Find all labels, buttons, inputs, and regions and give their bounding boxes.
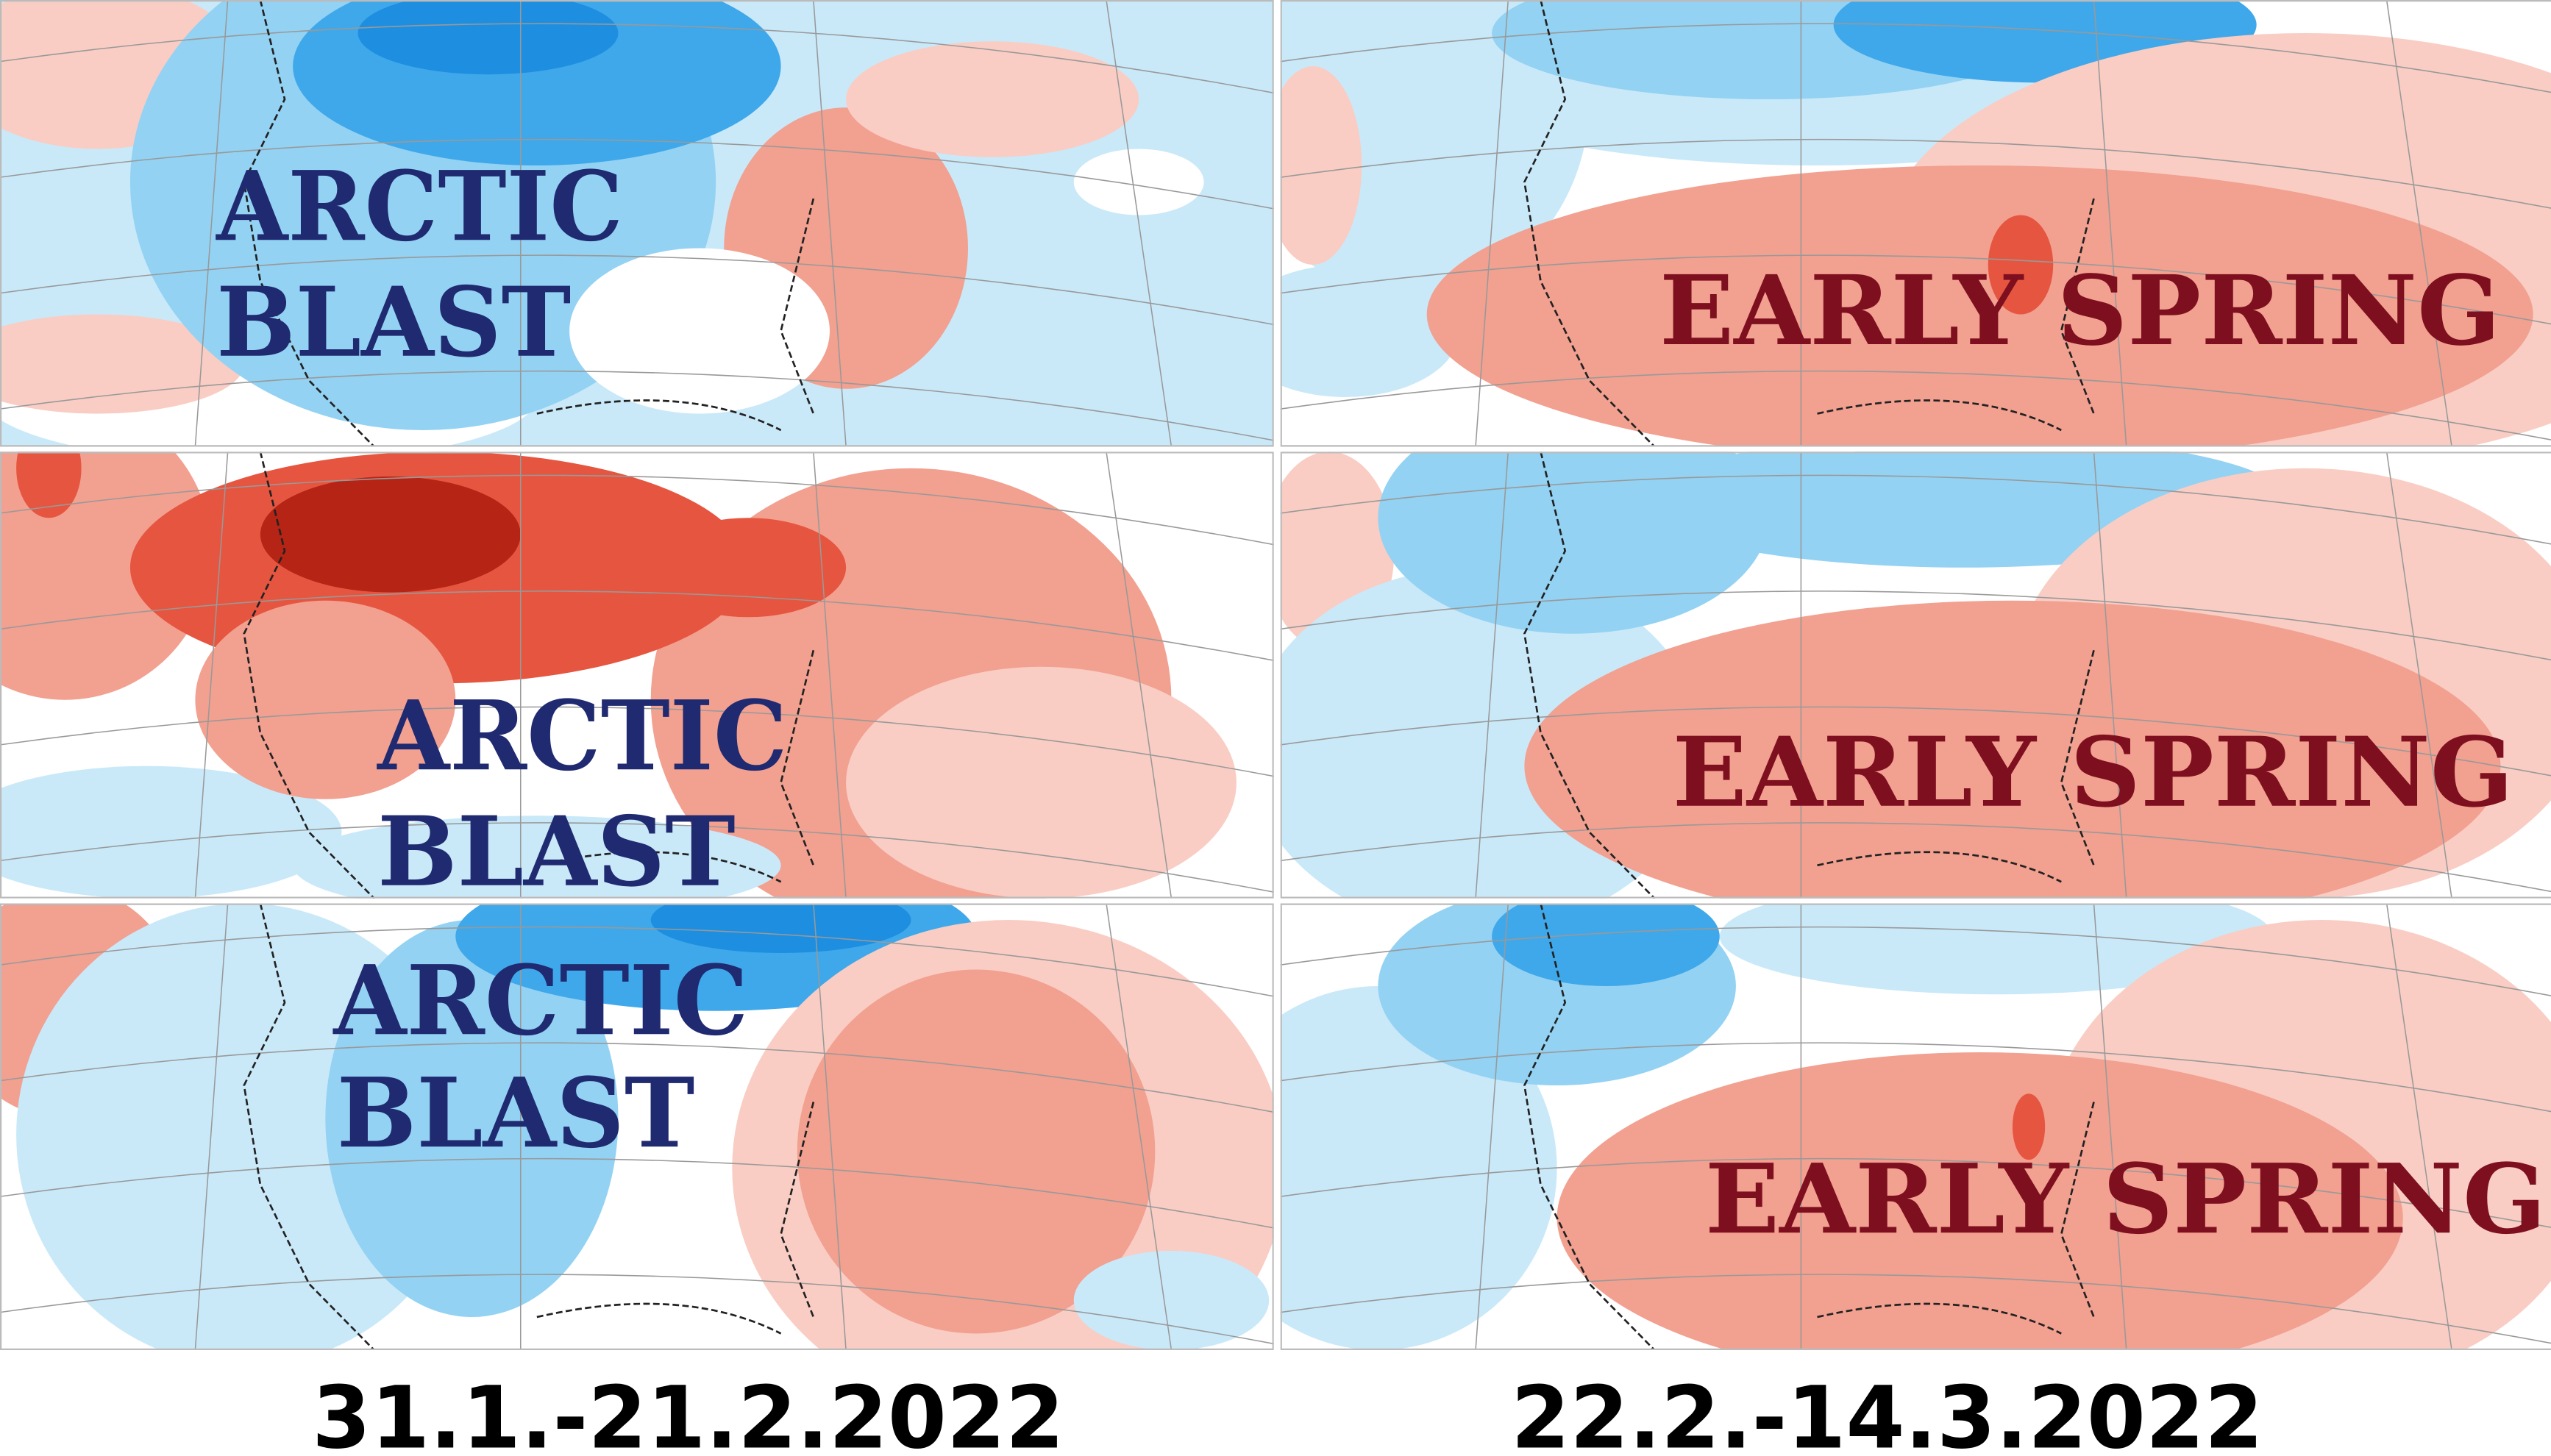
graticule xyxy=(0,474,1274,546)
panel-border xyxy=(1280,0,2551,447)
graticule xyxy=(0,1157,1274,1229)
graticule xyxy=(813,0,847,447)
graticule xyxy=(1280,590,2551,661)
graticule xyxy=(1280,254,2551,325)
graticule xyxy=(0,822,1274,893)
graticule xyxy=(194,903,229,1350)
period-label: 22.2.-14.3.2022 xyxy=(1511,1368,2263,1456)
period-label: 31.1.-21.2.2022 xyxy=(312,1368,1064,1456)
graticule xyxy=(2385,903,2452,1350)
coastline xyxy=(243,0,815,447)
graticule xyxy=(2385,0,2452,447)
graticule xyxy=(1280,23,2551,93)
panel-label: BLAST xyxy=(377,796,736,908)
anomaly-area xyxy=(293,816,781,899)
panels xyxy=(0,0,2551,1350)
panel-label: BLAST xyxy=(216,266,571,379)
graticule xyxy=(194,452,229,899)
anomaly-area xyxy=(1280,265,1459,397)
anomaly-area xyxy=(260,477,521,593)
panel-label: EARLY SPRING xyxy=(1659,254,2500,367)
anomaly-area xyxy=(846,41,1139,157)
graticule xyxy=(194,0,229,447)
graticule xyxy=(1106,903,1173,1350)
panel-border xyxy=(0,452,1274,899)
graticule xyxy=(0,590,1274,661)
anomaly-area xyxy=(16,452,82,518)
graticule xyxy=(1280,370,2551,440)
panel-label: BLAST xyxy=(337,1057,695,1169)
graticule xyxy=(1280,1042,2551,1113)
graticule xyxy=(1280,1274,2551,1344)
coastline xyxy=(1523,0,2095,447)
anomaly-area xyxy=(1988,215,2054,315)
anomaly-area xyxy=(1719,903,2273,995)
map-panel xyxy=(1280,452,2551,899)
coastline xyxy=(243,903,815,1350)
graticule xyxy=(2093,452,2127,899)
panel-border xyxy=(0,903,1274,1350)
graticule xyxy=(1280,822,2551,893)
graticule xyxy=(813,452,847,899)
graticule xyxy=(0,1042,1274,1113)
panel-border xyxy=(1280,452,2551,899)
coastline xyxy=(1523,903,2095,1350)
anomaly-area xyxy=(650,518,847,618)
anomaly-area xyxy=(797,969,1156,1334)
anomaly-area xyxy=(846,666,1237,899)
anomaly-area xyxy=(357,0,619,75)
anomaly-area xyxy=(1426,165,2533,447)
coastline xyxy=(1523,452,2095,899)
panel-label: EARLY SPRING xyxy=(1705,1143,2546,1255)
graticule xyxy=(1280,706,2551,777)
map-panel xyxy=(0,452,1274,899)
graticule xyxy=(1280,1157,2551,1228)
anomaly-area xyxy=(569,248,830,414)
graticule xyxy=(2093,903,2127,1350)
graticule xyxy=(2385,452,2452,899)
panel-label: EARLY SPRING xyxy=(1673,716,2513,829)
graticule xyxy=(813,903,847,1350)
panel-border xyxy=(1280,903,2551,1350)
anomaly-area xyxy=(1073,1251,1270,1350)
graticule xyxy=(2093,0,2127,447)
graticule xyxy=(0,706,1274,777)
graticule xyxy=(1106,452,1173,899)
graticule xyxy=(1106,0,1173,447)
anomaly-area xyxy=(0,766,342,899)
map-panel xyxy=(0,0,1274,447)
graticule xyxy=(0,370,1274,441)
anomaly-area xyxy=(0,314,244,414)
anomaly-area xyxy=(195,600,456,799)
graticule xyxy=(1280,138,2551,209)
anomaly-area xyxy=(1280,66,1362,265)
graticule xyxy=(1475,903,1509,1350)
anomaly-area xyxy=(1073,149,1204,215)
graticule xyxy=(1475,0,1509,447)
panel-label: ARCTIC xyxy=(215,150,623,263)
panel-border xyxy=(0,0,1274,447)
map-panel xyxy=(1280,0,2551,447)
anomaly-area xyxy=(650,903,911,953)
map-panel xyxy=(1280,903,2551,1350)
graticule xyxy=(0,254,1274,326)
anomaly-area xyxy=(1492,903,1720,986)
graticule xyxy=(0,926,1274,997)
map-panel xyxy=(0,903,1274,1350)
panel-label: ARCTIC xyxy=(332,944,748,1057)
anomaly-area xyxy=(1556,1052,2403,1350)
graticule xyxy=(1280,474,2551,545)
graticule xyxy=(1475,452,1509,899)
anomaly-area xyxy=(1524,600,2501,899)
panel-label: ARCTIC xyxy=(376,679,787,792)
graticule xyxy=(1280,926,2551,996)
graticule xyxy=(0,138,1274,210)
anomaly-area xyxy=(325,920,619,1317)
coastline xyxy=(243,452,815,899)
anomaly-area xyxy=(2012,1093,2046,1160)
graticule xyxy=(0,23,1274,94)
graticule xyxy=(0,1274,1274,1345)
